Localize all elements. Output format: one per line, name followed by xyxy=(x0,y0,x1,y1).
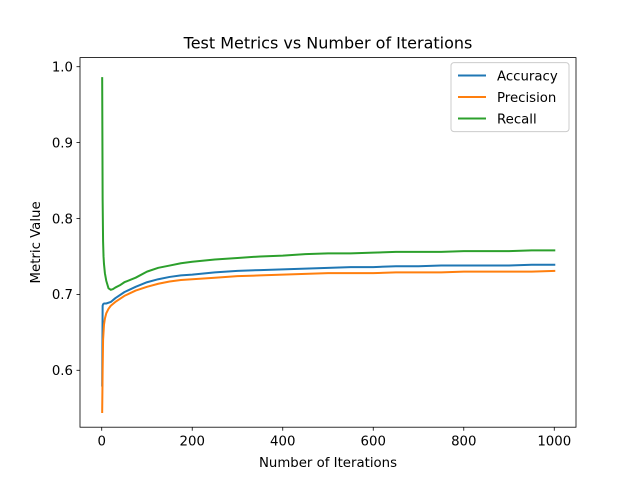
plot-frame xyxy=(79,57,577,428)
y-tick-label: 0.8 xyxy=(52,212,73,227)
x-tick-label: 800 xyxy=(451,435,476,450)
y-tick-label: 0.9 xyxy=(52,136,73,151)
x-tick-label: 1000 xyxy=(537,435,571,450)
legend-label-accuracy: Accuracy xyxy=(497,69,558,84)
legend: Accuracy Precision Recall xyxy=(450,62,570,133)
y-tick-label: 0.6 xyxy=(52,364,73,379)
x-axis-label: Number of Iterations xyxy=(259,456,397,471)
y-tick-label: 0.7 xyxy=(52,288,73,303)
series-line-precision xyxy=(101,269,556,414)
y-axis-label: Metric Value xyxy=(29,201,44,283)
legend-label-recall: Recall xyxy=(497,112,537,127)
chart-title: Test Metrics vs Number of Iterations xyxy=(183,34,473,53)
x-tick-label: 600 xyxy=(361,435,386,450)
y-axis: 0.6 0.7 0.8 0.9 1.0 xyxy=(52,61,80,379)
legend-frame xyxy=(450,62,570,133)
series-line-accuracy xyxy=(101,263,556,387)
legend-items: Accuracy Precision Recall xyxy=(458,69,558,127)
series-line-recall xyxy=(101,77,556,291)
series-layer xyxy=(101,77,556,414)
x-tick-label: 200 xyxy=(180,435,205,450)
x-axis: 0 200 400 600 800 1000 xyxy=(97,427,571,450)
x-tick-label: 0 xyxy=(97,435,105,450)
y-tick-label: 1.0 xyxy=(52,61,73,76)
x-tick-label: 400 xyxy=(270,435,295,450)
legend-label-precision: Precision xyxy=(497,91,556,106)
